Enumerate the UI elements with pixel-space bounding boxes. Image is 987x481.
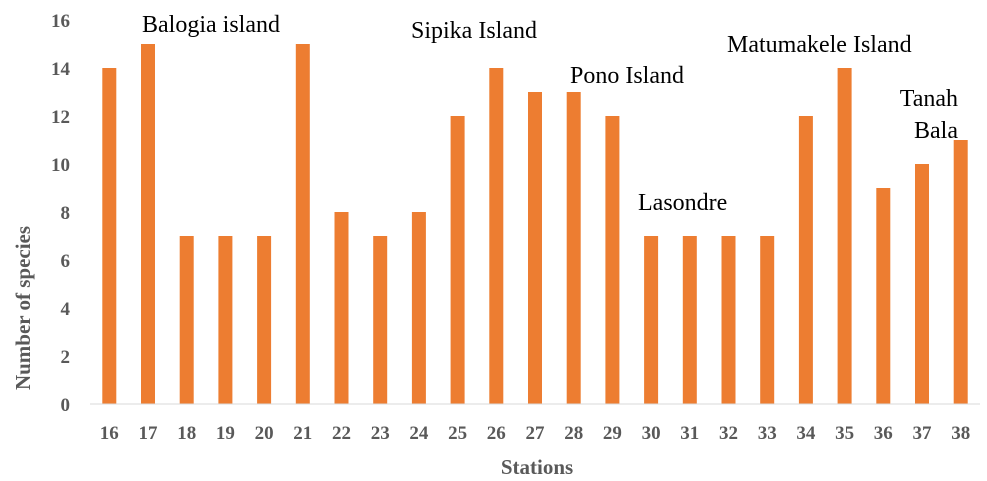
bar-station-34: [798, 116, 813, 404]
x-tick-label: 24: [409, 423, 429, 444]
bar-station-37: [915, 164, 929, 404]
y-tick-label: 2: [61, 347, 71, 368]
x-tick-label: 30: [642, 423, 661, 444]
x-tick-label: 21: [293, 423, 312, 444]
y-tick-label: 8: [61, 203, 71, 224]
y-axis-title: Number of species: [11, 226, 35, 390]
bar-station-36: [876, 188, 891, 404]
y-tick-label: 6: [61, 251, 71, 272]
x-tick-label: 28: [564, 423, 583, 444]
x-tick-label: 25: [448, 423, 467, 444]
bar-station-24: [411, 212, 426, 404]
bar-station-16: [102, 68, 117, 404]
x-tick-label: 23: [371, 423, 390, 444]
y-tick-label: 14: [51, 59, 71, 80]
bar-station-28: [566, 92, 581, 404]
island-annotation: Bala: [914, 118, 958, 144]
bar-station-35: [837, 68, 852, 404]
bar-station-20: [257, 236, 272, 404]
bar-station-29: [605, 116, 620, 404]
x-tick-label: 32: [719, 423, 738, 444]
bar-station-18: [179, 236, 194, 404]
x-axis-title: Stations: [501, 455, 573, 479]
bar-station-38: [953, 140, 968, 404]
x-tick-label: 35: [835, 423, 854, 444]
island-annotation: Matumakele Island: [727, 32, 912, 58]
bar-station-23: [373, 236, 388, 404]
x-tick-label: 31: [680, 423, 699, 444]
y-tick-label: 16: [51, 11, 70, 32]
annotations: Balogia island Sipika Island Pono Island La…: [142, 12, 958, 216]
x-tick-label: 27: [526, 423, 546, 444]
island-annotation: Pono Island: [570, 63, 684, 89]
bar-station-22: [334, 212, 349, 404]
x-tick-label: 16: [100, 423, 119, 444]
x-tick-label: 33: [758, 423, 777, 444]
bar-station-17: [141, 44, 155, 404]
x-tick-label: 29: [603, 423, 622, 444]
bar-station-27: [528, 92, 542, 404]
island-annotation: Tanah: [900, 86, 958, 112]
x-tick-label: 18: [177, 423, 196, 444]
y-tick-label: 4: [61, 299, 71, 320]
x-tick-label: 37: [913, 423, 933, 444]
x-tick-label: 22: [332, 423, 351, 444]
y-tick-labels: 0 2 4 6 8 10 12 14 16: [51, 11, 71, 416]
island-annotation: Lasondre: [638, 190, 727, 216]
x-tick-label: 20: [255, 423, 274, 444]
island-annotation: Balogia island: [142, 12, 280, 38]
y-tick-label: 10: [51, 155, 70, 176]
x-tick-label: 26: [487, 423, 506, 444]
x-tick-label: 38: [951, 423, 970, 444]
x-tick-label: 19: [216, 423, 235, 444]
x-tick-label: 34: [796, 423, 816, 444]
island-annotation: Sipika Island: [411, 18, 537, 44]
bar-station-21: [295, 44, 310, 404]
x-tick-labels: 16 17 18 19 20 21 22 23 24 25 26 27 28 29 30 31 32 33 34 35…: [100, 423, 970, 444]
bar-station-25: [450, 116, 465, 404]
bar-station-19: [218, 236, 233, 404]
y-tick-label: 0: [61, 395, 71, 416]
bar-station-30: [644, 236, 659, 404]
x-tick-label: 17: [139, 423, 159, 444]
bar-station-32: [721, 236, 736, 404]
x-tick-label: 36: [874, 423, 893, 444]
y-tick-label: 12: [51, 107, 70, 128]
bar-station-31: [682, 236, 697, 404]
bar-station-33: [760, 236, 775, 404]
bars: [102, 44, 968, 404]
bar-station-26: [489, 68, 504, 404]
